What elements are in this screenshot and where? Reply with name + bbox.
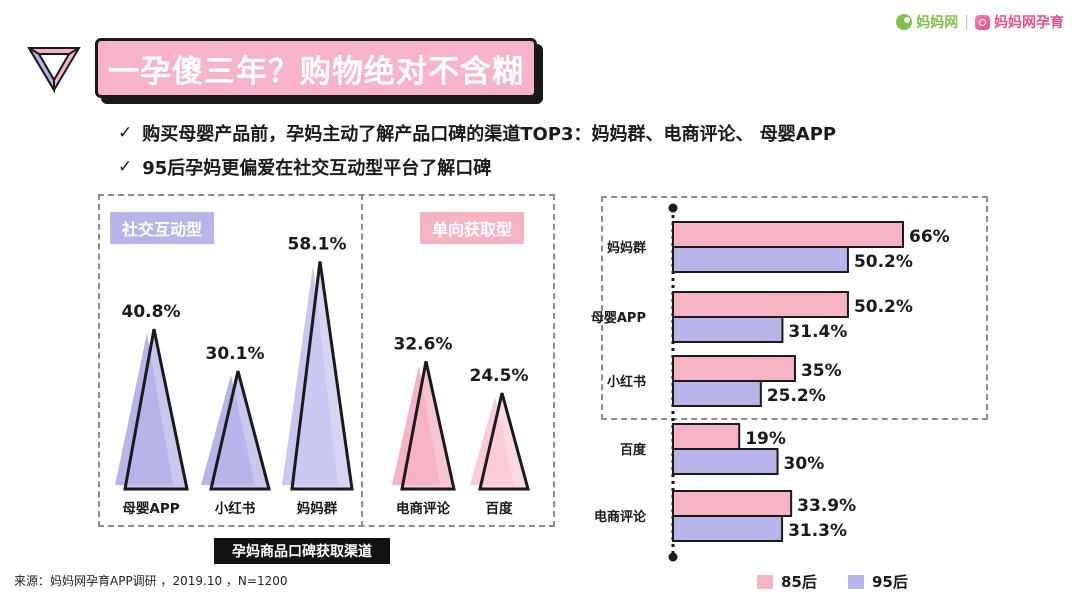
bullet-1: ✓ 购买母婴产品前，孕妈主动了解产品口碑的渠道TOP3：妈妈群、电商评论、 母婴… <box>118 120 836 146</box>
mamawang-logo: 妈妈网 <box>896 12 958 32</box>
bar-value-label: 31.3% <box>788 521 847 541</box>
triangle-outline <box>290 261 354 491</box>
triangle-mark <box>470 392 530 491</box>
brand-name-b: 妈妈网孕育 <box>994 15 1064 31</box>
bar-value-label: 35% <box>801 361 842 381</box>
title-banner: 一孕傻三年？购物绝对不含糊 <box>95 38 543 104</box>
bar-95 <box>672 246 849 273</box>
bullet-2: ✓ 95后孕妈更偏爱在社交互动型平台了解口碑 <box>118 154 491 180</box>
check-icon: ✓ <box>118 157 133 177</box>
bullet-1-text: 购买母婴产品前，孕妈主动了解产品口碑的渠道TOP3：妈妈群、电商评论、 母婴AP… <box>142 124 837 145</box>
channel-chart-panel <box>98 194 555 527</box>
legend-swatch-85 <box>757 574 773 589</box>
bar-value-label: 50.2% <box>854 252 913 272</box>
mamawang-icon <box>896 14 913 30</box>
bar-category-label: 小红书 <box>607 374 646 390</box>
axis-dot-top <box>668 203 678 213</box>
bar-category-label: 母婴APP <box>591 310 646 326</box>
bar-value-label: 66% <box>909 227 950 247</box>
triangle-outline <box>209 370 271 491</box>
triangle-category-label: 电商评论 <box>396 500 450 517</box>
bar-95 <box>672 448 779 475</box>
triangle-outline <box>478 392 530 491</box>
triangle-value-label: 40.8% <box>122 302 181 322</box>
page-title: 一孕傻三年？购物绝对不含糊 <box>108 53 524 90</box>
brand-logos: 妈妈网 | 妈妈网孕育 <box>896 12 1064 32</box>
triangle-value-label: 32.6% <box>394 334 453 354</box>
legend-label-95: 95后 <box>872 573 908 591</box>
triangle-category-label: 妈妈群 <box>297 500 338 517</box>
bar-value-label: 25.2% <box>767 386 826 406</box>
triangle-outline <box>123 328 189 491</box>
bar-95 <box>672 316 784 343</box>
bar-85 <box>672 221 904 248</box>
bar-category-label: 电商评论 <box>594 509 647 525</box>
bar-category-label: 百度 <box>620 442 647 458</box>
legend-label-85: 85后 <box>781 573 817 591</box>
title-box: 一孕傻三年？购物绝对不含糊 <box>95 38 537 98</box>
group-tag-social: 社交互动型 <box>110 212 215 244</box>
penrose-triangle-icon <box>27 47 81 94</box>
bar-value-label: 31.4% <box>788 322 847 342</box>
triangle-mark <box>115 328 189 491</box>
bullet-2-text: 95后孕妈更偏爱在社交互动型平台了解口碑 <box>142 158 492 179</box>
triangle-value-label: 58.1% <box>288 234 347 254</box>
triangle-mark <box>282 261 354 491</box>
bar-95 <box>672 380 762 407</box>
triangle-mark <box>392 360 456 491</box>
legend-swatch-95 <box>848 574 864 589</box>
triangle-mark <box>201 370 271 491</box>
axis-dot-bottom <box>668 552 678 562</box>
triangle-value-label: 24.5% <box>470 366 529 386</box>
bar-85 <box>672 291 849 318</box>
triangle-outline <box>400 360 456 491</box>
social-highlight-box <box>601 196 988 420</box>
bar-85 <box>672 355 796 382</box>
bar-value-label: 50.2% <box>854 297 913 317</box>
triangle-category-label: 母婴APP <box>122 500 179 517</box>
bar-value-label: 33.9% <box>797 496 856 516</box>
bar-value-label: 30% <box>784 454 825 474</box>
legend-95: 95后 <box>848 571 908 592</box>
brand-name-a: 妈妈网 <box>916 15 959 31</box>
triangle-category-label: 百度 <box>486 500 514 517</box>
source-note: 来源：妈妈网孕育APP调研 ，2019.10 ，N=1200 <box>14 574 288 588</box>
group-tag-oneway: 单向获取型 <box>420 212 525 244</box>
legend-85: 85后 <box>757 571 817 592</box>
triangle-value-label: 30.1% <box>206 344 265 364</box>
bar-95 <box>672 515 784 542</box>
mamawang-yunyu-logo: 妈妈网孕育 <box>975 12 1064 32</box>
bar-85 <box>672 423 741 450</box>
bar-value-label: 19% <box>745 429 786 449</box>
check-icon: ✓ <box>118 123 133 143</box>
triangle-category-label: 小红书 <box>215 500 256 517</box>
panel-divider <box>361 194 363 527</box>
chart-caption: 孕妈商品口碑获取渠道 <box>214 538 390 564</box>
brand-separator: | <box>964 14 969 30</box>
yunyu-app-icon <box>975 14 990 30</box>
bar-category-label: 妈妈群 <box>607 240 646 256</box>
bar-85 <box>672 490 793 517</box>
